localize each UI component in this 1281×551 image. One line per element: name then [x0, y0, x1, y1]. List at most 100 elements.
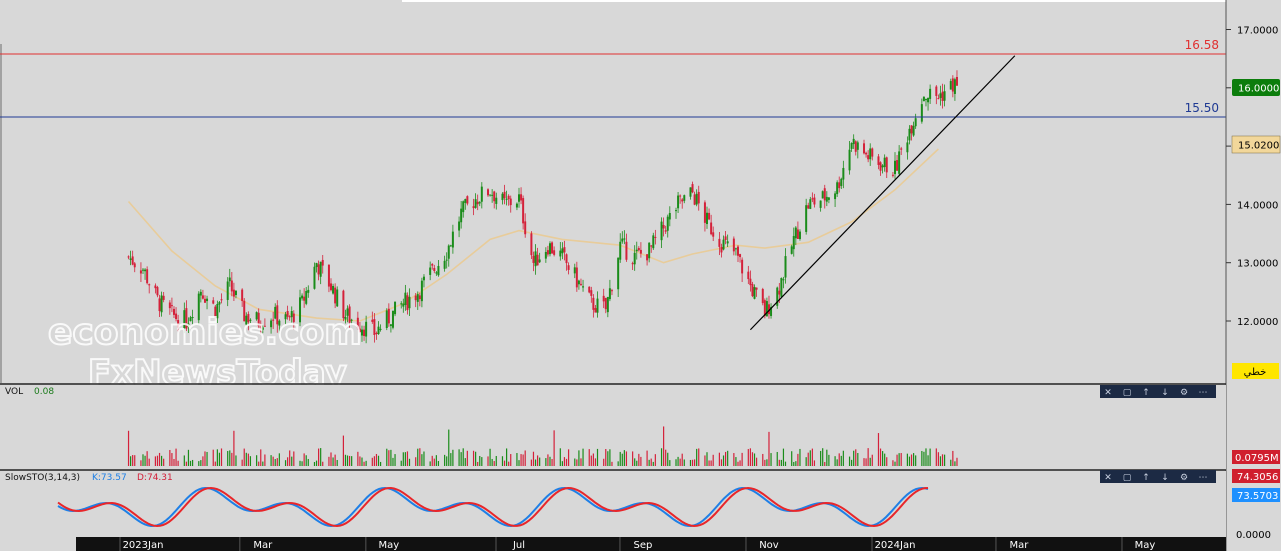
- volume-bar: [733, 453, 735, 466]
- volume-bar: [334, 454, 336, 466]
- candle-body: [606, 296, 609, 313]
- volume-panel[interactable]: [0, 385, 1226, 470]
- volume-bar: [518, 460, 520, 466]
- volume-bar: [820, 450, 822, 466]
- ascending-trendline[interactable]: [749, 55, 1016, 331]
- candle-body: [869, 148, 872, 160]
- volume-bar: [272, 456, 274, 466]
- move-down-icon[interactable]: ↓: [1161, 388, 1169, 398]
- candle-body: [761, 289, 764, 304]
- candle-body: [675, 210, 678, 212]
- volume-bar: [954, 461, 956, 466]
- close-icon[interactable]: ✕: [1104, 388, 1112, 398]
- candle-body: [406, 295, 409, 311]
- candle-body: [218, 302, 221, 305]
- candle-body: [865, 152, 868, 155]
- volume-bar: [943, 454, 946, 466]
- more-icon[interactable]: ⋯: [1199, 473, 1208, 483]
- candle-body: [350, 319, 353, 321]
- time-tick-label: 2024Jan: [875, 540, 916, 551]
- volume-bar: [503, 460, 506, 466]
- candle-body: [838, 182, 841, 189]
- candle-body: [553, 250, 556, 255]
- candle-body: [464, 199, 467, 203]
- more-icon[interactable]: ⋯: [1199, 388, 1208, 398]
- volume-bar: [146, 451, 148, 466]
- candle-body: [175, 313, 178, 320]
- candle-body: [706, 212, 708, 225]
- sto-k-tag: 73.5703: [1232, 488, 1280, 502]
- volume-bar: [580, 458, 582, 466]
- settings-icon[interactable]: ⚙: [1180, 473, 1188, 483]
- candle-body: [379, 328, 382, 330]
- volume-bar: [910, 454, 913, 466]
- volume-bar: [508, 461, 510, 466]
- settings-icon[interactable]: ⚙: [1180, 388, 1188, 398]
- move-up-icon[interactable]: ↑: [1142, 388, 1150, 398]
- candle-body: [414, 295, 417, 301]
- price-panel[interactable]: [0, 0, 1226, 383]
- move-up-icon[interactable]: ↑: [1142, 473, 1150, 483]
- volume-bar: [553, 430, 555, 466]
- candle-body: [927, 97, 930, 103]
- watermark: economies.com FxNewsToday: [47, 311, 363, 394]
- volume-bar: [415, 457, 417, 466]
- candle-body: [365, 321, 368, 337]
- volume-bar: [848, 456, 851, 466]
- candle-body: [168, 302, 171, 309]
- candle-body: [358, 328, 361, 333]
- close-icon[interactable]: ✕: [1104, 473, 1112, 483]
- candle-body: [133, 263, 136, 268]
- candle-body: [906, 142, 909, 153]
- candle-body: [191, 317, 194, 319]
- volume-bar: [625, 451, 628, 466]
- candle-body: [530, 233, 533, 256]
- candle-body: [935, 86, 938, 96]
- candle-body: [792, 236, 795, 250]
- volume-bar: [679, 458, 681, 466]
- candle-body: [625, 241, 628, 260]
- volume-bar: [448, 429, 450, 466]
- candle-body: [532, 255, 535, 263]
- candle-body: [445, 259, 448, 261]
- sto-panel-toolbar[interactable]: ✕ ▢ ↑ ↓ ⚙ ⋯: [1100, 470, 1216, 483]
- volume-panel-toolbar[interactable]: ✕ ▢ ↑ ↓ ⚙ ⋯: [1100, 385, 1216, 398]
- volume-bar: [388, 450, 390, 466]
- move-down-icon[interactable]: ↓: [1161, 473, 1169, 483]
- candle-body: [232, 289, 235, 297]
- candle-body: [941, 91, 944, 101]
- candle-body: [594, 308, 597, 313]
- candle-body: [639, 249, 642, 254]
- sto-panel-title: SlowSTO(3,14,3): [5, 473, 80, 483]
- candle-body: [255, 312, 258, 320]
- candle-body: [377, 326, 380, 335]
- drawing-badge-bg[interactable]: [1232, 363, 1279, 379]
- volume-bar: [132, 455, 134, 466]
- candle-body: [544, 251, 547, 259]
- time-tick-label: Jul: [512, 540, 525, 551]
- sto-k-label: K:73.57: [92, 473, 127, 483]
- volume-bar: [156, 455, 159, 466]
- candle-body: [234, 290, 237, 296]
- candle-body: [418, 295, 421, 300]
- volume-bar: [301, 461, 303, 466]
- volume-bar: [621, 453, 623, 466]
- time-axis[interactable]: [76, 537, 1226, 551]
- volume-bar: [956, 457, 958, 466]
- volume-bar: [320, 448, 322, 466]
- maximize-icon[interactable]: ▢: [1123, 473, 1132, 483]
- candle-body: [431, 264, 434, 266]
- candle-body: [734, 248, 737, 250]
- candle-body: [389, 324, 392, 326]
- volume-bar: [348, 455, 351, 466]
- volume-bar: [247, 453, 249, 466]
- volume-bar: [479, 455, 481, 466]
- candle-body: [290, 311, 293, 318]
- maximize-icon[interactable]: ▢: [1123, 388, 1132, 398]
- candle-body: [722, 239, 725, 250]
- drawing-badge[interactable]: خطي: [1232, 363, 1279, 379]
- volume-bar: [545, 458, 547, 466]
- volume-bar: [638, 453, 640, 466]
- sto-panel[interactable]: [0, 471, 1226, 537]
- candle-body: [391, 310, 394, 328]
